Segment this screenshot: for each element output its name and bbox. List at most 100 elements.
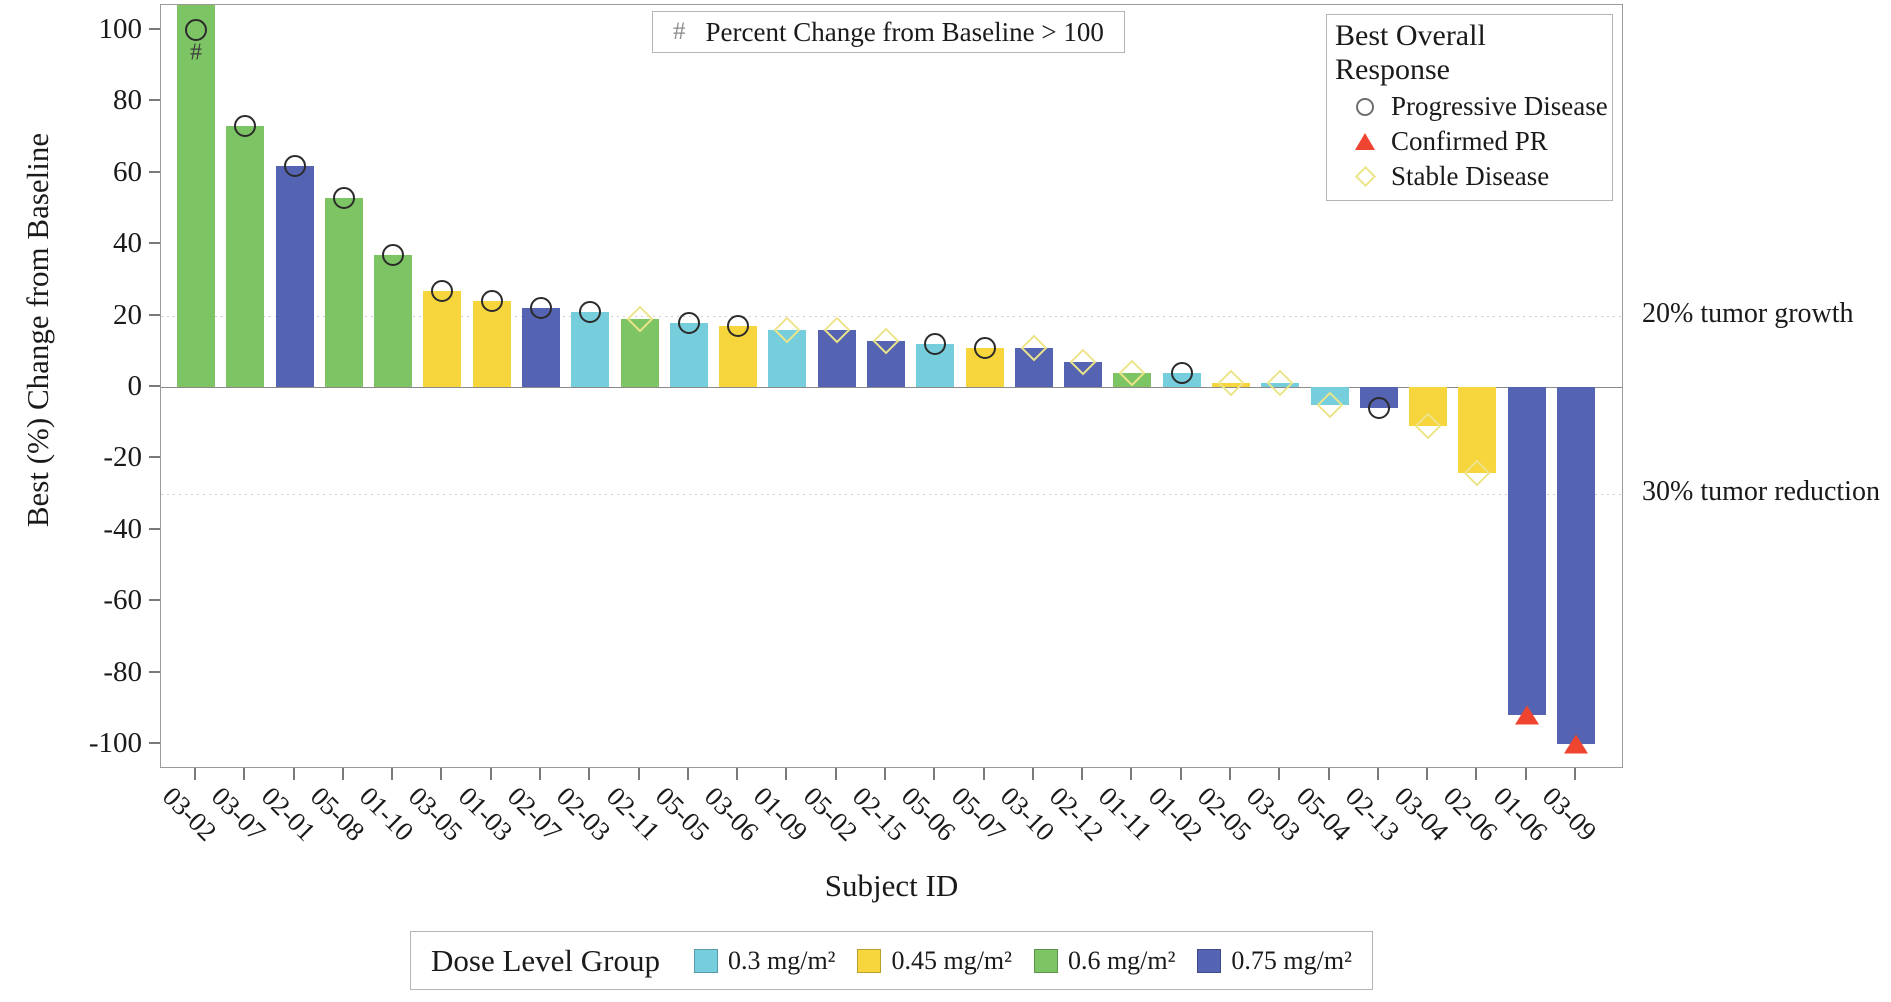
circle-icon [973, 336, 996, 359]
x-tick-label-03-05: 03-05 [403, 781, 469, 847]
x-tick [686, 768, 689, 780]
circle-icon [480, 290, 503, 313]
circle-icon [431, 279, 454, 302]
legend-item-label: Progressive Disease [1391, 91, 1608, 121]
x-tick-label-02-05: 02-05 [1191, 781, 1258, 847]
legend-item-label: Confirmed PR [1391, 126, 1548, 156]
x-tick-label-03-10: 03-10 [994, 781, 1061, 847]
x-tick [637, 768, 640, 780]
x-tick-label-05-08: 05-08 [304, 781, 371, 847]
x-tick [1081, 768, 1084, 780]
legend-item-progressive-disease: Progressive Disease [1327, 89, 1612, 124]
progressive-disease-marker [283, 154, 306, 177]
x-tick [1426, 768, 1429, 780]
circle-icon [234, 115, 257, 138]
x-tick [341, 768, 344, 780]
bar-05-08 [324, 197, 363, 387]
y-tick-label: -40 [103, 512, 142, 545]
bar-02-01 [275, 165, 314, 387]
stable-disease-marker [773, 316, 801, 344]
x-tick-label-01-11: 01-11 [1093, 781, 1159, 847]
circle-icon [1367, 397, 1390, 420]
diamond-icon [872, 327, 900, 355]
bar-02-03 [571, 312, 610, 387]
confirmed-pr-marker [1514, 705, 1539, 725]
progressive-disease-marker [530, 297, 552, 320]
bar-03-09 [1557, 387, 1595, 744]
x-tick-label-05-05: 05-05 [649, 781, 716, 847]
x-tick-label-03-09: 03-09 [1536, 781, 1603, 847]
progressive-disease-marker [727, 315, 750, 338]
x-tick-label-05-02: 05-02 [797, 781, 864, 847]
x-tick-label-01-10: 01-10 [353, 781, 420, 847]
dose-swatch-blue [1197, 948, 1222, 973]
x-tick [1574, 768, 1576, 780]
dose-item-label: 0.3 mg/m² [728, 945, 836, 975]
dose-item-0-45: 0.45 mg/m² [857, 945, 1012, 976]
dose-item-label: 0.45 mg/m² [891, 945, 1012, 975]
x-tick [1130, 768, 1133, 780]
progressive-disease-marker [924, 333, 947, 356]
progressive-disease-marker [185, 18, 207, 41]
x-tick [1475, 768, 1478, 780]
bar-03-02 [177, 5, 215, 387]
y-tick [149, 456, 160, 459]
bar-03-05 [423, 290, 462, 387]
triangle-icon [1564, 734, 1588, 754]
y-tick-label: 40 [113, 227, 142, 260]
diamond-icon [626, 305, 653, 333]
exceeds-100-hash-flag: # [190, 39, 202, 66]
x-tick [243, 768, 246, 780]
x-tick [539, 768, 541, 780]
diamond-icon [1316, 391, 1343, 419]
stable-disease-marker [1463, 459, 1491, 487]
y-tick [149, 742, 160, 744]
bar-02-12 [1064, 362, 1103, 387]
stable-disease-marker [1020, 334, 1048, 362]
legend-item-confirmed-pr: Confirmed PR [1327, 124, 1612, 159]
x-tick-label-03-07: 03-07 [206, 781, 272, 847]
reference-line--30 [161, 494, 1622, 496]
y-tick-label: 0 [127, 370, 143, 402]
dose-item-label: 0.6 mg/m² [1067, 945, 1176, 975]
stable-disease-marker [872, 327, 900, 355]
x-tick [1524, 768, 1527, 780]
y-tick [149, 27, 160, 30]
diamond-icon [1463, 459, 1491, 487]
x-tick [588, 768, 591, 780]
circle-icon [332, 186, 355, 209]
x-tick [1179, 768, 1182, 780]
triangle-marker-icon [1353, 133, 1377, 150]
x-tick-label-02-11: 02-11 [600, 781, 666, 847]
diamond-icon [1266, 369, 1294, 397]
progressive-disease-marker [1170, 361, 1193, 384]
x-tick [785, 768, 788, 780]
y-axis-title: Best (%) Change from Baseline [20, 132, 55, 528]
legend-item-label: Stable Disease [1391, 161, 1550, 191]
x-tick-label-05-07: 05-07 [945, 781, 1012, 847]
x-tick-label-02-03: 02-03 [551, 781, 617, 847]
bar-05-04 [1310, 387, 1349, 405]
dose-level-legend: Dose Level Group 0.3 mg/m² 0.45 mg/m² 0.… [410, 931, 1373, 990]
zero-baseline [161, 387, 1622, 388]
x-tick-label-05-04: 05-04 [1290, 781, 1357, 847]
x-tick [1229, 768, 1231, 780]
stable-disease-marker [1069, 348, 1097, 376]
best-overall-response-legend: Best Overall Response Progressive Diseas… [1326, 14, 1613, 201]
circle-icon [924, 333, 947, 356]
circle-icon [1170, 361, 1193, 384]
progressive-disease-marker [677, 311, 700, 334]
progressive-disease-marker [234, 115, 257, 138]
stable-disease-marker [1217, 369, 1245, 397]
progressive-disease-marker [382, 243, 405, 266]
x-tick-label-01-02: 01-02 [1142, 781, 1209, 847]
x-tick [440, 768, 443, 780]
circle-icon [530, 297, 552, 320]
bar-01-10 [374, 254, 413, 387]
dose-swatch-yellow [857, 948, 882, 973]
x-tick [391, 768, 394, 780]
dose-item-0-6: 0.6 mg/m² [1033, 945, 1176, 976]
diamond-icon [1217, 369, 1245, 397]
x-tick [1327, 768, 1330, 780]
